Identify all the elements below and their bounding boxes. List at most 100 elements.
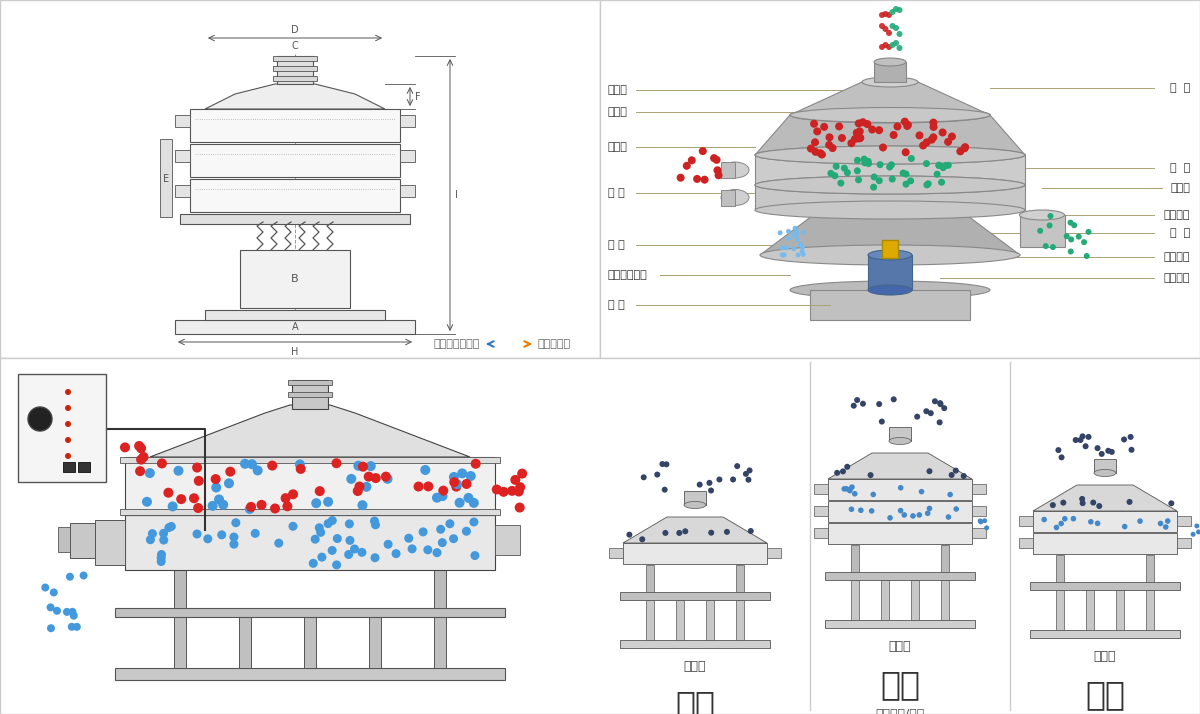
Circle shape <box>640 536 646 543</box>
Circle shape <box>800 230 806 235</box>
Circle shape <box>142 497 152 507</box>
Circle shape <box>730 476 736 483</box>
Circle shape <box>257 500 266 510</box>
Circle shape <box>796 253 800 258</box>
Text: 分级: 分级 <box>674 688 715 714</box>
Bar <box>240 250 350 308</box>
Circle shape <box>1094 445 1100 451</box>
Circle shape <box>419 528 427 536</box>
Bar <box>814 484 828 494</box>
Circle shape <box>1084 253 1090 259</box>
Circle shape <box>888 161 895 169</box>
Circle shape <box>229 533 239 541</box>
Circle shape <box>856 127 864 136</box>
Circle shape <box>324 519 332 528</box>
Circle shape <box>354 481 365 491</box>
Circle shape <box>835 122 844 131</box>
Circle shape <box>270 503 280 513</box>
Circle shape <box>937 419 943 426</box>
Bar <box>160 139 172 217</box>
Bar <box>239 615 251 668</box>
Circle shape <box>662 530 668 536</box>
Circle shape <box>838 134 846 142</box>
Circle shape <box>470 458 481 468</box>
Circle shape <box>904 122 911 130</box>
Circle shape <box>919 141 928 149</box>
Circle shape <box>65 405 71 411</box>
Circle shape <box>844 486 850 492</box>
Circle shape <box>854 157 860 164</box>
Circle shape <box>1127 499 1133 505</box>
Circle shape <box>936 162 942 169</box>
Circle shape <box>793 226 798 231</box>
Bar <box>274 76 317 81</box>
Circle shape <box>660 461 666 467</box>
Circle shape <box>1078 437 1084 443</box>
Circle shape <box>331 458 342 468</box>
Bar <box>736 600 744 640</box>
Circle shape <box>811 139 820 146</box>
Circle shape <box>793 232 799 237</box>
Text: 下部重锤: 下部重锤 <box>1164 273 1190 283</box>
Polygon shape <box>755 115 1025 155</box>
Circle shape <box>840 468 846 474</box>
Ellipse shape <box>755 146 1025 164</box>
Bar <box>851 545 859 572</box>
Text: 上部重锤: 上部重锤 <box>1164 210 1190 220</box>
Circle shape <box>463 493 474 503</box>
Circle shape <box>919 489 924 495</box>
Circle shape <box>47 624 55 632</box>
Bar <box>190 109 400 142</box>
Circle shape <box>838 179 845 186</box>
Text: 除杂: 除杂 <box>1085 678 1126 711</box>
Circle shape <box>708 530 714 536</box>
Circle shape <box>371 473 380 483</box>
Circle shape <box>1073 437 1079 443</box>
Text: F: F <box>415 91 421 101</box>
Circle shape <box>780 246 785 251</box>
Circle shape <box>865 160 872 167</box>
Circle shape <box>424 545 432 554</box>
Circle shape <box>1122 524 1128 529</box>
Text: 运输固定螺栓: 运输固定螺栓 <box>608 270 648 280</box>
Bar <box>874 62 906 82</box>
Circle shape <box>1037 228 1043 233</box>
Ellipse shape <box>755 176 1025 194</box>
Circle shape <box>1088 519 1093 525</box>
Circle shape <box>1190 532 1195 537</box>
Circle shape <box>358 548 366 557</box>
Text: D: D <box>292 25 299 35</box>
Circle shape <box>863 120 871 128</box>
Circle shape <box>167 522 175 531</box>
Bar <box>972 484 986 494</box>
Circle shape <box>514 486 523 496</box>
Circle shape <box>984 526 989 531</box>
Circle shape <box>794 237 799 242</box>
Circle shape <box>791 233 796 238</box>
Circle shape <box>889 131 898 139</box>
Circle shape <box>1079 496 1085 502</box>
Circle shape <box>654 471 660 478</box>
Circle shape <box>517 468 527 478</box>
Bar <box>1177 538 1190 548</box>
Circle shape <box>134 441 144 451</box>
Circle shape <box>370 516 379 526</box>
Circle shape <box>136 443 146 453</box>
Circle shape <box>896 31 902 37</box>
Circle shape <box>928 410 934 416</box>
Circle shape <box>192 530 202 538</box>
Ellipse shape <box>874 58 906 66</box>
Circle shape <box>870 183 877 191</box>
Text: 100%: 100% <box>74 389 94 395</box>
Circle shape <box>136 466 145 476</box>
Circle shape <box>876 161 883 169</box>
Polygon shape <box>1033 485 1177 511</box>
Circle shape <box>784 246 788 251</box>
Circle shape <box>917 512 922 518</box>
Circle shape <box>941 405 947 411</box>
Circle shape <box>856 134 864 142</box>
Circle shape <box>847 488 853 493</box>
Text: 加重块: 加重块 <box>1170 183 1190 193</box>
Circle shape <box>1086 434 1092 440</box>
Circle shape <box>288 489 298 499</box>
